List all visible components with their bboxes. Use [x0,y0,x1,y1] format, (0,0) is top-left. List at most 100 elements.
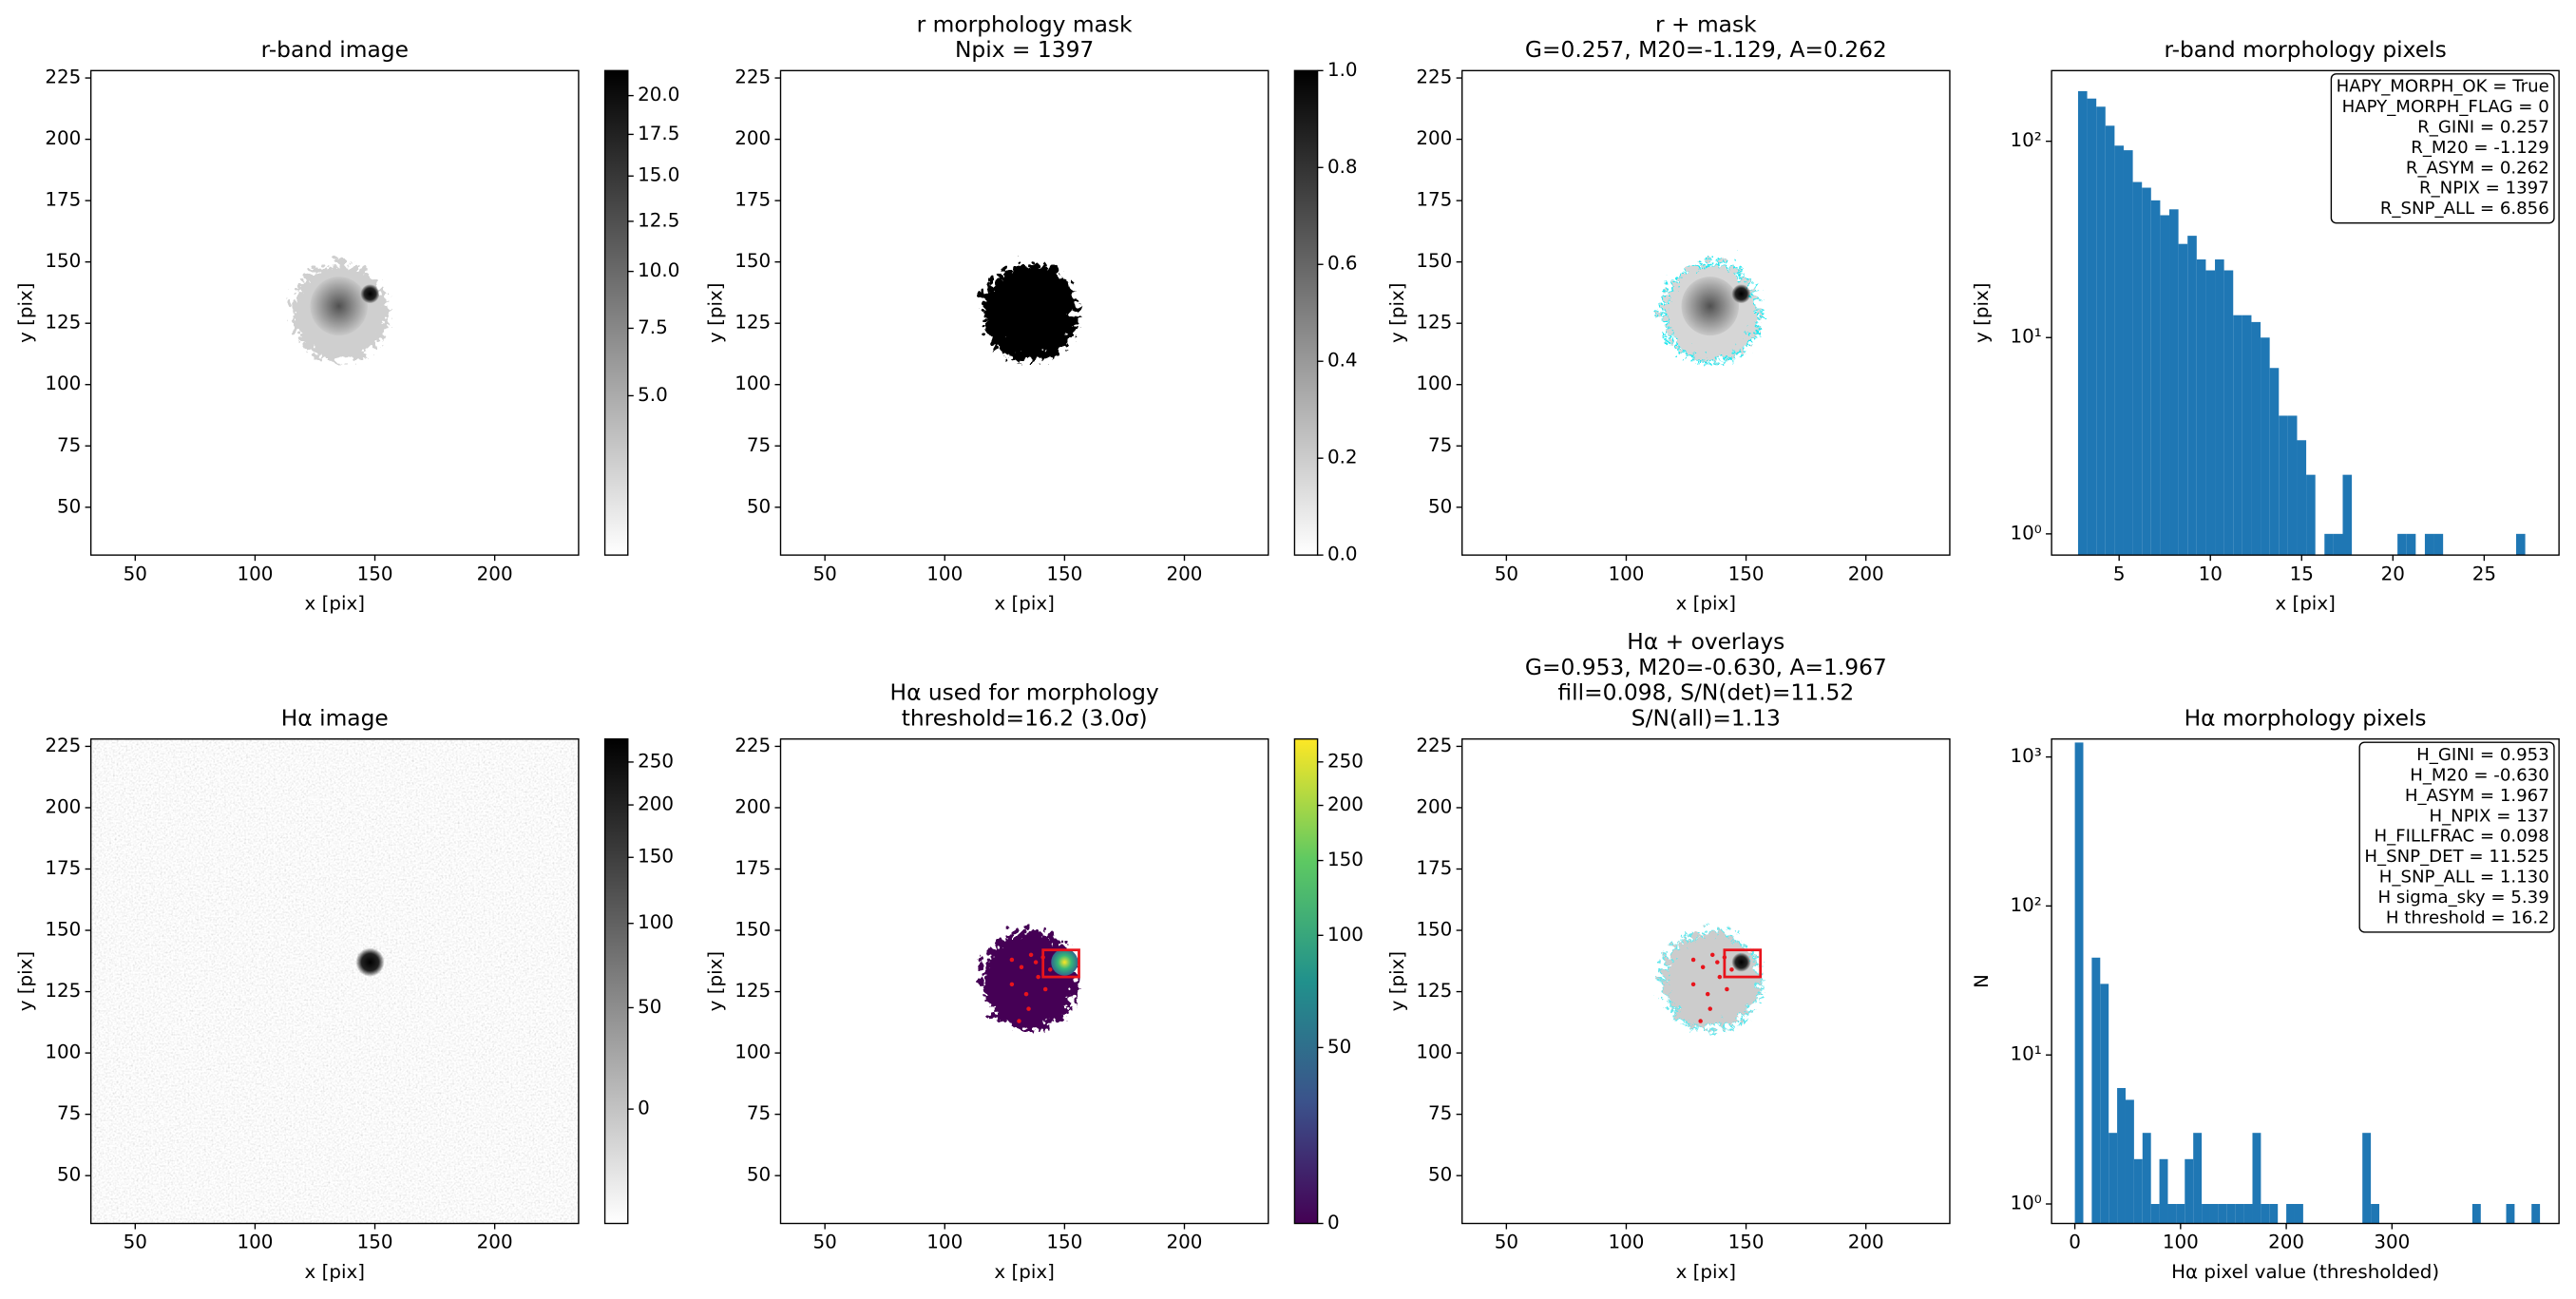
overlay-point [1009,957,1015,963]
y-tick-label: 200 [45,127,81,149]
x-tick-label: 100 [1609,1232,1645,1253]
panel-title: G=0.257, M20=-1.129, A=0.262 [1525,36,1887,63]
y-tick-label: 10³ [2011,745,2042,767]
image-source [1731,952,1751,972]
y-tick-label: 100 [45,1041,81,1063]
x-tick-label: 50 [124,563,147,584]
y-tick-label: 125 [1416,312,1452,334]
axes-frame [89,69,580,556]
x-axis-label: x [pix] [1676,592,1736,614]
x-tick-label: 200 [477,1232,513,1253]
colorbar-tick-label: 250 [638,750,674,772]
y-tick-label: 175 [735,857,771,879]
x-tick-label: 50 [1495,1232,1518,1253]
colorbar-tick-label: 0.6 [1327,253,1358,275]
bar [2406,533,2416,556]
y-tick-label: 150 [45,919,81,941]
x-tick-label: 200 [1167,563,1203,584]
y-tick-label: 125 [45,312,81,334]
y-tick-label: 10² [2011,894,2042,916]
plot-area [2077,90,2526,556]
bar [2294,1203,2303,1224]
y-tick-label: 100 [1416,1041,1452,1063]
x-tick-label: 100 [926,1232,963,1253]
y-tick-label: 125 [735,980,771,1002]
colorbar-tick-label: 150 [1327,849,1364,870]
x-tick-label: 100 [926,563,963,584]
y-tick-label: 150 [1416,250,1452,272]
y-tick-label: 50 [1428,1164,1452,1186]
y-tick-label: 10⁰ [2011,1192,2042,1213]
colorbar-tick-label: 200 [1327,793,1364,815]
bar [2142,1133,2151,1224]
bar [2196,259,2206,556]
annotation-line: R_ASYM = 0.262 [2406,158,2549,178]
y-tick-label: 75 [747,1102,771,1124]
y-axis-label: y [pix] [1971,282,1993,342]
bar [2167,1203,2177,1224]
axes-frame [2051,69,2560,556]
y-tick-label: 150 [735,919,771,941]
annotation-line: H_GINI = 0.953 [2416,745,2549,765]
y-tick-label: 75 [57,434,81,456]
bar [2105,125,2115,556]
x-tick-label: 200 [1848,1232,1884,1253]
overlay-point [1708,1006,1712,1011]
x-tick-label: 100 [1609,563,1645,584]
x-tick-label: 150 [357,1232,393,1253]
bar [2178,243,2188,556]
bar [2117,1087,2126,1224]
y-tick-label: 200 [1416,795,1452,817]
y-tick-label: 50 [1428,495,1452,517]
bar [2252,1133,2261,1224]
x-axis-label: x [pix] [305,592,365,614]
x-tick-label: 200 [1848,563,1884,584]
colorbar-tick-label: 20.0 [638,84,679,105]
x-tick-label: 200 [1167,1232,1203,1253]
colorbar-tick-label: 0.2 [1327,447,1358,468]
y-tick-label: 10¹ [2011,326,2042,348]
bar [2209,1203,2219,1224]
panel-title: r + mask [1655,10,1757,37]
bar [2233,315,2242,556]
annotation-line: R_NPIX = 1397 [2419,179,2549,199]
x-tick-label: 50 [813,1232,837,1253]
image-core [310,277,368,336]
annotation-line: R_SNP_ALL = 6.856 [2380,199,2549,219]
x-tick-label: 200 [477,563,513,584]
x-tick-label: 300 [2374,1232,2410,1253]
y-tick-label: 100 [45,373,81,394]
x-axis-label: x [pix] [994,592,1054,614]
panel-title: r-band morphology pixels [2164,36,2446,63]
y-tick-label: 225 [45,67,81,88]
y-axis-label: y [pix] [705,951,727,1011]
panel-title: r morphology mask [917,10,1133,37]
panel: r-band image 5.0 7.5 10.0 12.5 15.0 17.5 20.0 50… [15,36,680,614]
y-tick-label: 50 [57,1164,81,1186]
colorbar [1293,737,1319,1225]
bar [2223,270,2234,556]
bar [2087,98,2097,556]
y-tick-label: 10² [2011,129,2042,151]
x-axis-label: x [pix] [305,1261,365,1283]
bar [2471,1203,2481,1224]
panel-title: G=0.953, M20=-0.630, A=1.967 [1525,654,1887,680]
annotation-line: R_GINI = 0.257 [2417,117,2549,137]
overlay-point [1017,1019,1021,1023]
bar [2218,1203,2227,1224]
overlay-point [1009,982,1015,987]
axes-frame [89,737,580,1225]
bar [2193,1133,2203,1224]
overlay-point [1033,960,1039,965]
panel-title: S/N(all)=1.13 [1631,704,1781,731]
x-tick-label: 200 [2268,1232,2304,1253]
image-region [976,925,1072,1024]
x-tick-label: 100 [2163,1232,2199,1253]
colorbar-tick-label: 200 [638,793,674,815]
overlay-point [1036,974,1040,980]
